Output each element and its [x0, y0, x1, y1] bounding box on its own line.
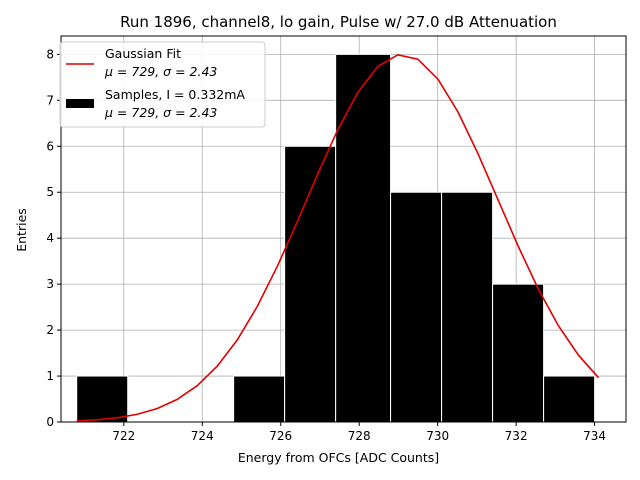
x-axis-label: Energy from OFCs [ADC Counts]: [238, 450, 439, 465]
histogram-bar: [492, 283, 545, 423]
histogram-bar: [441, 191, 494, 423]
histogram-bar: [233, 375, 286, 423]
gaussian-fit: [76, 53, 600, 422]
x-axis-ticks: 722 724 726 728 730 732 734: [112, 422, 606, 443]
y-tick-label: 5: [46, 185, 54, 199]
legend-samples-swatch: [66, 99, 94, 108]
legend: Gaussian Fit μ = 729, σ = 2.43 Samples, …: [59, 41, 266, 128]
y-tick-label: 6: [46, 139, 54, 153]
x-tick-label: 730: [426, 429, 449, 443]
x-tick-label: 724: [191, 429, 214, 443]
histogram-bars: [76, 53, 596, 423]
x-tick-label: 728: [348, 429, 371, 443]
histogram-bar: [284, 145, 337, 423]
legend-fit-stats: μ = 729, σ = 2.43: [104, 64, 217, 79]
y-axis-label: Entries: [14, 208, 29, 252]
y-tick-label: 3: [46, 277, 54, 291]
plot-frame: [60, 35, 627, 423]
y-tick-label: 4: [46, 231, 54, 245]
x-tick-label: 734: [583, 429, 606, 443]
histogram-bar: [543, 375, 596, 423]
y-axis-ticks: 0 1 2 3 4 5 6 7 8: [46, 47, 61, 429]
x-tick-label: 732: [505, 429, 528, 443]
y-tick-label: 7: [46, 93, 54, 107]
legend-samples-stats: μ = 729, σ = 2.43: [104, 105, 217, 120]
histogram-bar: [76, 375, 129, 423]
legend-box: [59, 41, 266, 128]
legend-samples-label: Samples, I = 0.332mA: [105, 87, 245, 102]
chart-title: Run 1896, channel8, lo gain, Pulse w/ 27…: [120, 13, 557, 31]
x-tick-label: 722: [112, 429, 135, 443]
histogram-bar: [390, 191, 443, 423]
histogram-bar: [335, 53, 392, 423]
x-tick-label: 726: [269, 429, 292, 443]
y-tick-label: 0: [46, 415, 54, 429]
legend-fit-label: Gaussian Fit: [105, 46, 181, 61]
gaussian-fit-line: [76, 53, 600, 422]
y-tick-label: 8: [46, 47, 54, 61]
y-tick-label: 1: [46, 369, 54, 383]
y-tick-label: 2: [46, 323, 54, 337]
